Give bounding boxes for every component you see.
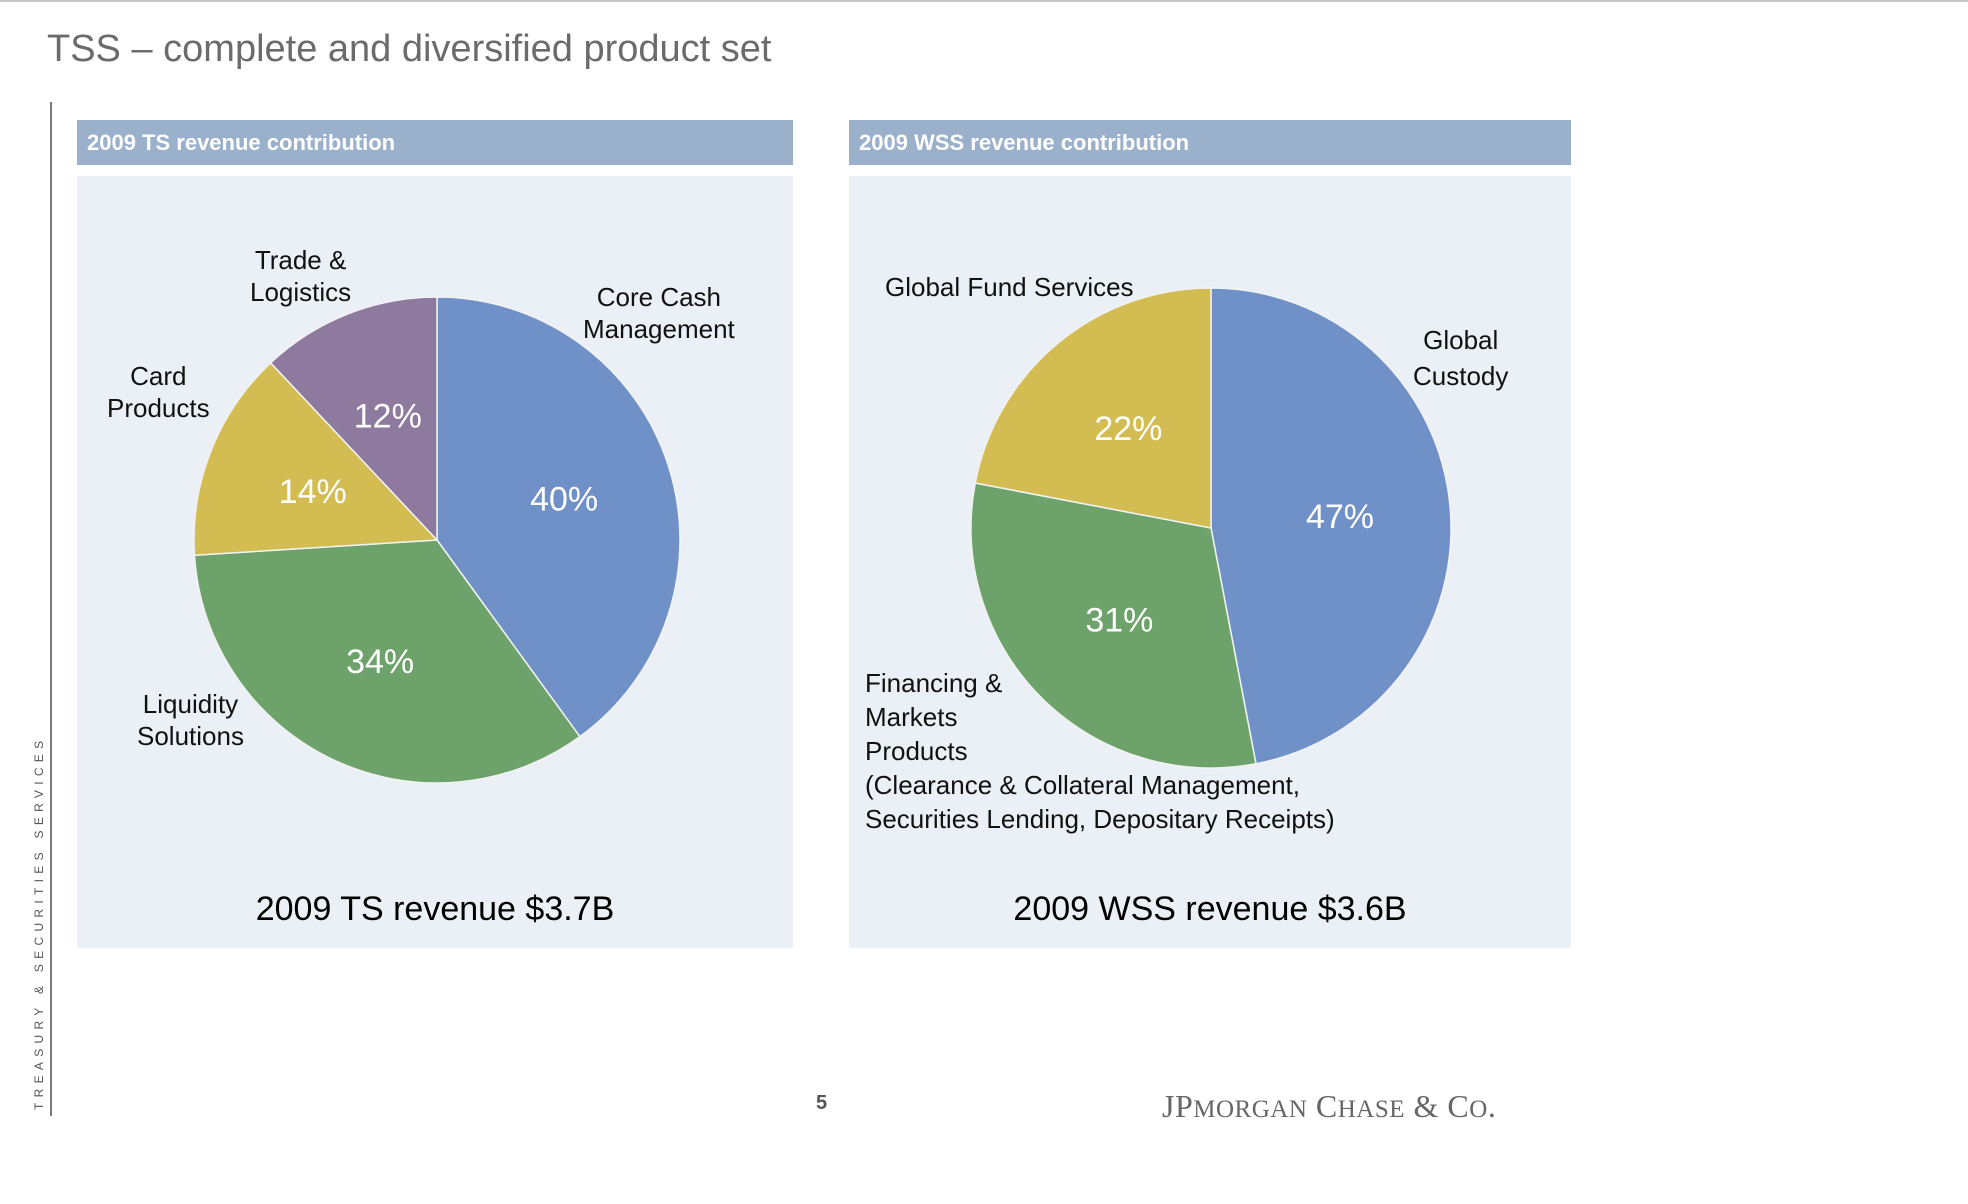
label-line: Liquidity <box>142 689 239 719</box>
page-number: 5 <box>816 1092 828 1114</box>
wss-panel-header: 2009 WSS revenue contribution <box>849 120 1571 165</box>
pie-data-label: 12% <box>354 398 422 436</box>
wss-pie-chart: 47% 31% 22% <box>970 287 1452 769</box>
pie-slice-global-custody <box>1210 287 1452 765</box>
label-line: Products <box>865 736 968 766</box>
label-line: Trade & <box>254 245 347 275</box>
label-line: Solutions <box>137 721 244 751</box>
label-line: Custody <box>1413 361 1509 391</box>
ts-pie-chart: 40% 34% 14%12% <box>193 296 681 784</box>
ts-revenue-total: 2009 TS revenue $3.7B <box>255 890 615 928</box>
label-line: Financing & <box>865 668 1003 698</box>
slide-title: TSS – complete and diversified product s… <box>47 28 772 70</box>
pie-data-label: 14% <box>279 473 347 511</box>
label-line: (Clearance & Collateral Management, <box>865 770 1300 800</box>
label-global-custody: Global Custody <box>1413 322 1508 394</box>
label-global-fund-services: Global Fund Services <box>885 271 1134 303</box>
label-liquidity-solutions: Liquidity Solutions <box>137 688 244 752</box>
top-rule <box>0 0 1968 2</box>
label-line: Global Fund Services <box>885 272 1134 302</box>
pie-slice-financing-markets-products <box>970 482 1257 769</box>
jpmorgan-logo: JPMORGAN CHASE & CO. <box>1162 1088 1497 1124</box>
label-trade-logistics: Trade & Logistics <box>250 244 351 308</box>
label-line: Securities Lending, Depositary Receipts) <box>865 804 1335 834</box>
label-financing-markets-products: Financing & Markets Products (Clearance … <box>865 666 1335 836</box>
label-line: Core Cash <box>596 282 722 312</box>
pie-slice-trade-logistics <box>269 296 438 542</box>
label-line: Card <box>130 361 187 391</box>
label-card-products: Card Products <box>107 360 210 424</box>
ts-panel-header: 2009 TS revenue contribution <box>77 120 793 165</box>
label-line: Management <box>583 314 735 344</box>
pie-data-label: 31% <box>1085 602 1153 640</box>
label-line: Global <box>1423 325 1499 355</box>
wss-revenue-total: 2009 WSS revenue $3.6B <box>1013 890 1407 928</box>
pie-slice-core-cash-management <box>436 296 681 738</box>
pie-slice-card-products <box>193 361 439 557</box>
pie-data-label: 34% <box>346 643 414 681</box>
pie-slice-liquidity-solutions <box>193 539 581 784</box>
pie-slice-global-fund-services <box>974 287 1212 529</box>
label-line: Products <box>107 393 210 423</box>
pie-data-label: 40% <box>530 481 598 519</box>
pie-data-label: 47% <box>1306 498 1374 536</box>
label-core-cash-management: Core Cash Management <box>583 281 735 345</box>
side-rule <box>50 102 52 1116</box>
label-line: Logistics <box>250 277 352 307</box>
pie-data-label: 22% <box>1094 410 1162 448</box>
label-line: Markets <box>865 702 958 732</box>
